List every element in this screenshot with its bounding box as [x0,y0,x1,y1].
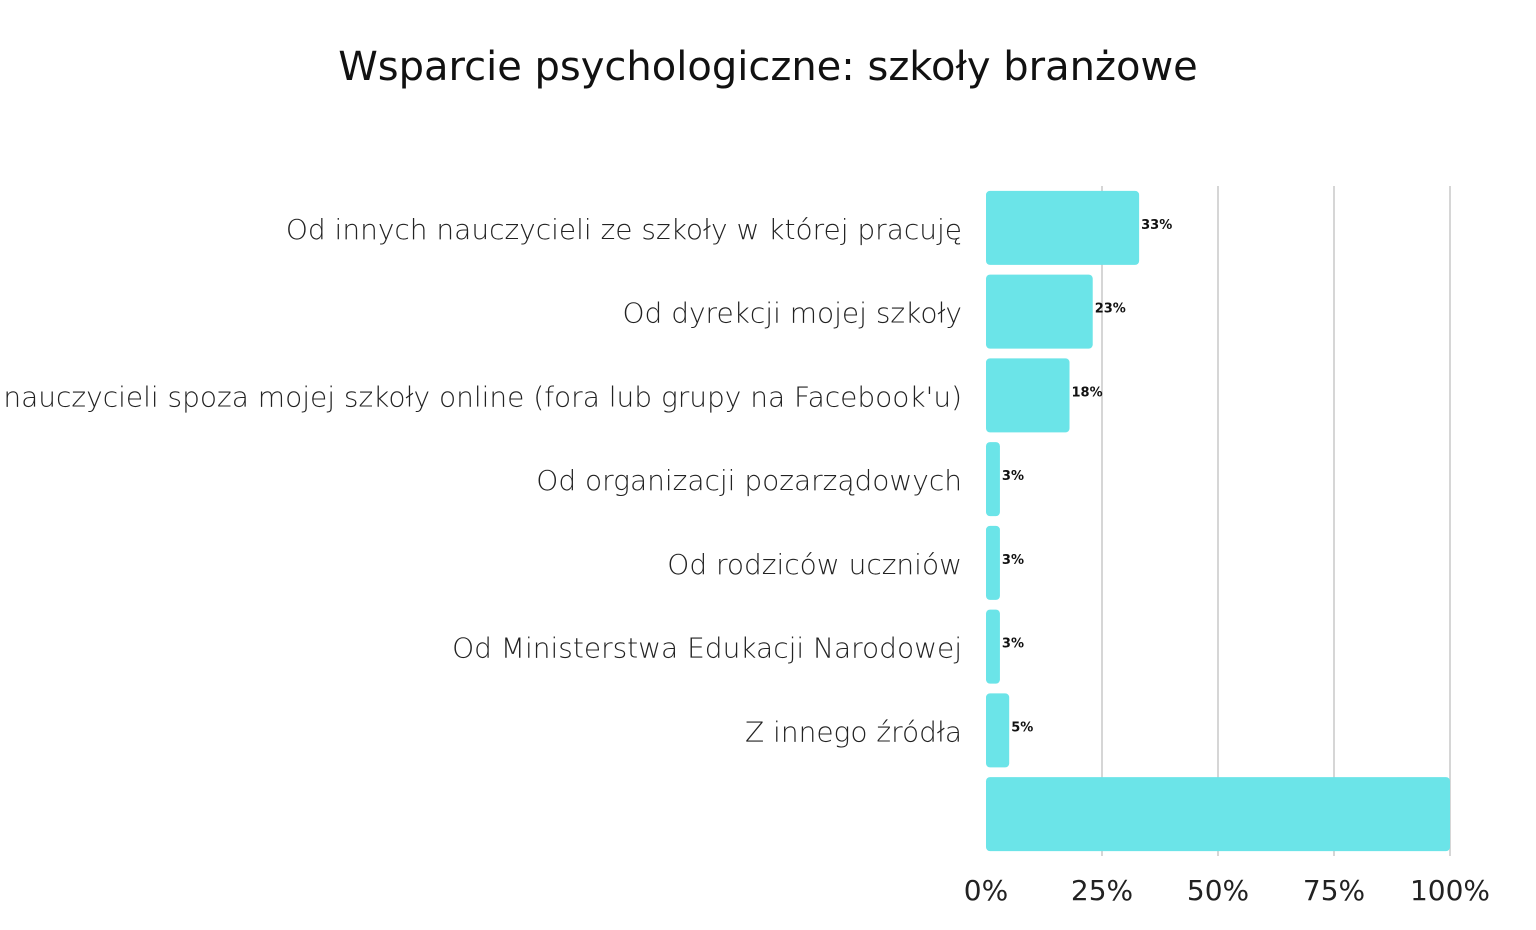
data-label: 33% [1141,218,1172,233]
x-tick-label: 75% [1303,874,1365,907]
x-tick-label: 25% [1071,874,1133,907]
x-tick-label: 100% [1410,874,1490,907]
data-label: 23% [1095,302,1126,317]
bar [986,609,1000,684]
data-label: 3% [1002,637,1024,652]
category-label: Od dyrekcji mojej szkoły [623,297,963,330]
category-labels: Od innych nauczycieli ze szkoły w której… [0,213,962,749]
bar [986,693,1010,768]
bar [986,442,1000,517]
bar [986,777,1450,852]
category-label: Od organizacji pozarządowych [536,464,962,497]
category-label: Od nauczycieli spoza mojej szkoły online… [0,380,962,413]
category-label: Od Ministerstwa Edukacji Narodowej [452,632,962,665]
category-label: Od innych nauczycieli ze szkoły w której… [286,213,962,246]
bar [986,190,1140,265]
data-label: 3% [1002,469,1024,484]
category-label: Z innego źródła [745,715,962,748]
data-label: 18% [1072,385,1103,400]
data-label: 3% [1002,553,1024,568]
x-tick-label: 0% [964,874,1008,907]
data-label: 5% [1011,720,1033,735]
data-labels: 33% 23% 18% 3% 3% 3% 5% [1002,218,1172,736]
category-label: Od rodziców uczniów [667,548,962,581]
bar [986,274,1093,349]
x-tick-label: 50% [1187,874,1249,907]
x-axis-tick-labels: 0% 25% 50% 75% 100% [964,874,1490,907]
chart-title: Wsparcie psychologiczne: szkoły branżowe [338,44,1198,90]
bar [986,525,1000,600]
bar [986,358,1070,433]
bars [986,190,1450,852]
gridlines [1101,186,1451,856]
